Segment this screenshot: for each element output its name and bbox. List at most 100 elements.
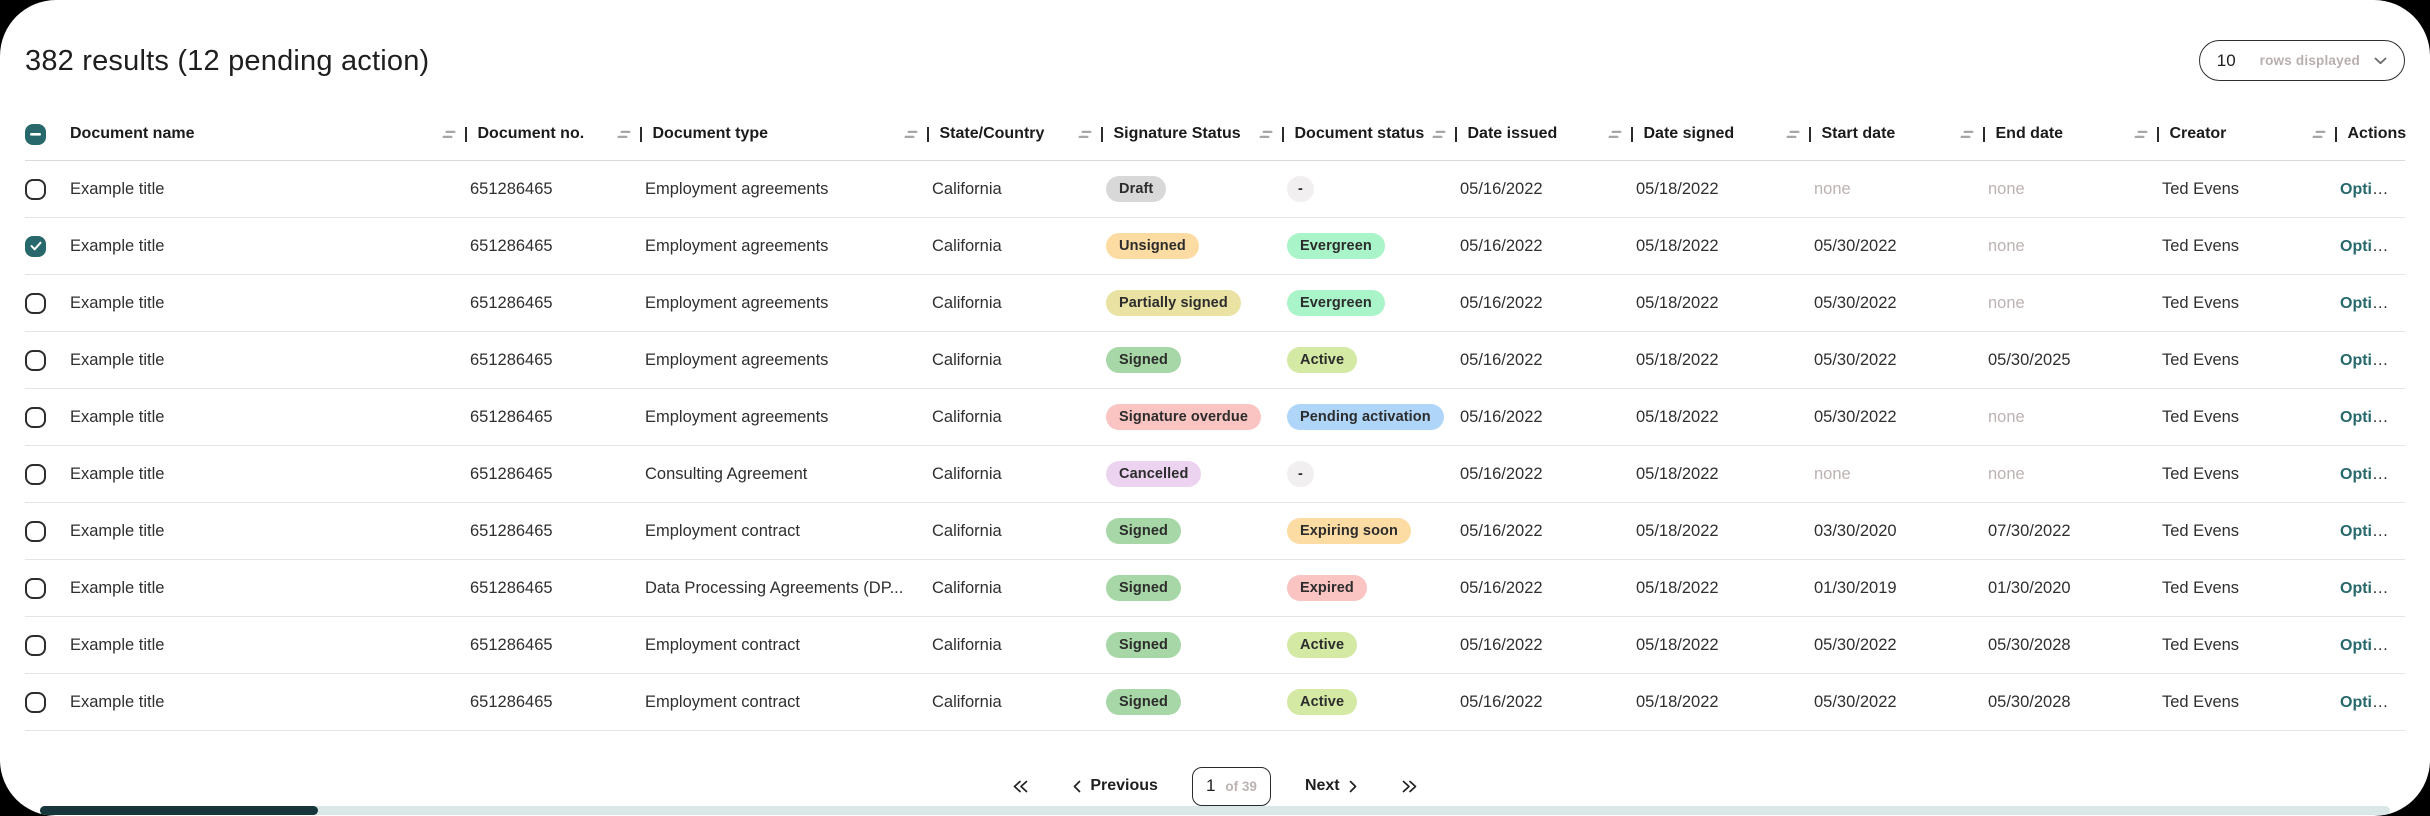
options-button[interactable]: Options — [2340, 636, 2401, 654]
table-row: Example title 651286465 Employment agree… — [25, 161, 2405, 218]
column-header-date-signed: Date signed — [1608, 125, 1814, 143]
column-divider — [1631, 126, 1633, 142]
first-page-button[interactable] — [1012, 780, 1029, 793]
document-status-badge: Active — [1287, 347, 1358, 373]
chevron-down-icon — [2374, 57, 2387, 65]
options-button[interactable]: Options — [2340, 465, 2401, 483]
date-signed-cell: 05/18/2022 — [1636, 692, 1719, 711]
column-header-creator: Creator — [2134, 125, 2340, 143]
column-divider — [927, 126, 929, 142]
document-status-badge: Evergreen — [1287, 290, 1385, 316]
options-button[interactable]: Options — [2340, 579, 2401, 597]
sort-icon[interactable] — [1608, 130, 1622, 139]
options-button[interactable]: Options — [2340, 180, 2401, 198]
rows-displayed-dropdown[interactable]: 10 rows displayed — [2198, 40, 2405, 81]
row-checkbox[interactable] — [25, 463, 46, 485]
row-checkbox[interactable] — [25, 577, 46, 599]
rows-displayed-value: 10 — [2216, 50, 2236, 70]
table-footer: Previous 1 of 39 Next — [0, 731, 2430, 816]
sort-icon[interactable] — [1432, 130, 1446, 139]
start-date-cell: 05/30/2022 — [1814, 635, 1897, 654]
date-issued-cell: 05/16/2022 — [1460, 407, 1543, 426]
row-checkbox[interactable] — [25, 292, 46, 314]
document-name-cell: Example title — [70, 521, 165, 540]
options-button[interactable]: Options — [2340, 351, 2401, 369]
rows-displayed-label: rows displayed — [2259, 53, 2360, 68]
document-number-cell: 651286465 — [470, 635, 553, 654]
date-issued-cell: 05/16/2022 — [1460, 464, 1543, 483]
state-country-cell: California — [932, 293, 1002, 312]
document-status-badge: Evergreen — [1287, 233, 1385, 259]
sort-icon[interactable] — [1259, 130, 1273, 139]
date-issued-cell: 05/16/2022 — [1460, 635, 1543, 654]
horizontal-scrollbar-track[interactable] — [40, 806, 2390, 815]
options-button[interactable]: Options — [2340, 237, 2401, 255]
table-body: Example title 651286465 Employment agree… — [25, 161, 2405, 731]
end-date-cell: none — [1988, 407, 2025, 426]
row-checkbox[interactable] — [25, 520, 46, 542]
start-date-cell: 01/30/2019 — [1814, 578, 1897, 597]
previous-page-button[interactable]: Previous — [1073, 777, 1158, 795]
column-header-end-date: End date — [1960, 125, 2162, 143]
document-status-badge: Expiring soon — [1287, 518, 1411, 544]
creator-cell: Ted Evens — [2162, 521, 2240, 540]
options-button[interactable]: Options — [2340, 522, 2401, 540]
row-checkbox[interactable] — [25, 235, 46, 257]
sort-icon[interactable] — [2312, 130, 2326, 139]
sort-icon[interactable] — [1786, 130, 1800, 139]
document-type-cell: Employment agreements — [645, 407, 829, 426]
sort-icon[interactable] — [2134, 130, 2148, 139]
table-row: Example title 651286465 Data Processing … — [25, 560, 2405, 617]
state-country-cell: California — [932, 635, 1002, 654]
select-all-checkbox[interactable] — [25, 123, 46, 145]
document-number-cell: 651286465 — [470, 236, 553, 255]
row-checkbox[interactable] — [25, 634, 46, 656]
start-date-cell: 03/30/2020 — [1814, 521, 1897, 540]
date-issued-cell: 05/16/2022 — [1460, 350, 1543, 369]
column-header-date-issued: Date issued — [1432, 125, 1636, 143]
document-status-badge: - — [1287, 176, 1314, 202]
date-signed-cell: 05/18/2022 — [1636, 407, 1719, 426]
row-checkbox[interactable] — [25, 349, 46, 371]
creator-cell: Ted Evens — [2162, 179, 2240, 198]
signature-status-badge: Signed — [1106, 632, 1181, 658]
column-divider — [1455, 126, 1457, 142]
column-divider — [640, 126, 642, 142]
sort-icon[interactable] — [904, 130, 918, 139]
date-signed-cell: 05/18/2022 — [1636, 293, 1719, 312]
start-date-cell: 05/30/2022 — [1814, 236, 1897, 255]
document-number-cell: 651286465 — [470, 350, 553, 369]
page-number-box[interactable]: 1 of 39 — [1191, 766, 1271, 806]
date-issued-cell: 05/16/2022 — [1460, 179, 1543, 198]
end-date-cell: none — [1988, 236, 2025, 255]
topbar: 382 results (12 pending action) 10 rows … — [0, 0, 2430, 108]
row-checkbox[interactable] — [25, 178, 46, 200]
column-label: Date issued — [1467, 125, 1558, 142]
column-header-start-date: Start date — [1786, 125, 1988, 143]
horizontal-scrollbar-thumb[interactable] — [40, 806, 318, 815]
sort-icon[interactable] — [442, 130, 456, 139]
document-status-badge: - — [1287, 461, 1314, 487]
options-button[interactable]: Options — [2340, 408, 2401, 426]
column-header-actions: Actions — [2312, 125, 2406, 143]
table-row: Example title 651286465 Employment agree… — [25, 389, 2405, 446]
column-label: State/Country — [939, 125, 1045, 142]
column-label: Document no. — [477, 125, 585, 142]
sort-icon[interactable] — [1078, 130, 1092, 139]
pagination: Previous 1 of 39 Next — [1012, 766, 1418, 806]
check-icon — [30, 241, 41, 251]
options-button[interactable]: Options — [2340, 693, 2401, 711]
next-page-button[interactable]: Next — [1305, 777, 1357, 795]
state-country-cell: California — [932, 692, 1002, 711]
state-country-cell: California — [932, 521, 1002, 540]
options-button[interactable]: Options — [2340, 294, 2401, 312]
sort-icon[interactable] — [1960, 130, 1974, 139]
row-checkbox[interactable] — [25, 691, 46, 713]
document-type-cell: Employment agreements — [645, 293, 829, 312]
chevron-right-icon — [1349, 780, 1356, 792]
row-checkbox[interactable] — [25, 406, 46, 428]
signature-status-badge: Draft — [1106, 176, 1167, 202]
last-page-button[interactable] — [1401, 780, 1418, 793]
sort-icon[interactable] — [617, 130, 631, 139]
document-number-cell: 651286465 — [470, 464, 553, 483]
